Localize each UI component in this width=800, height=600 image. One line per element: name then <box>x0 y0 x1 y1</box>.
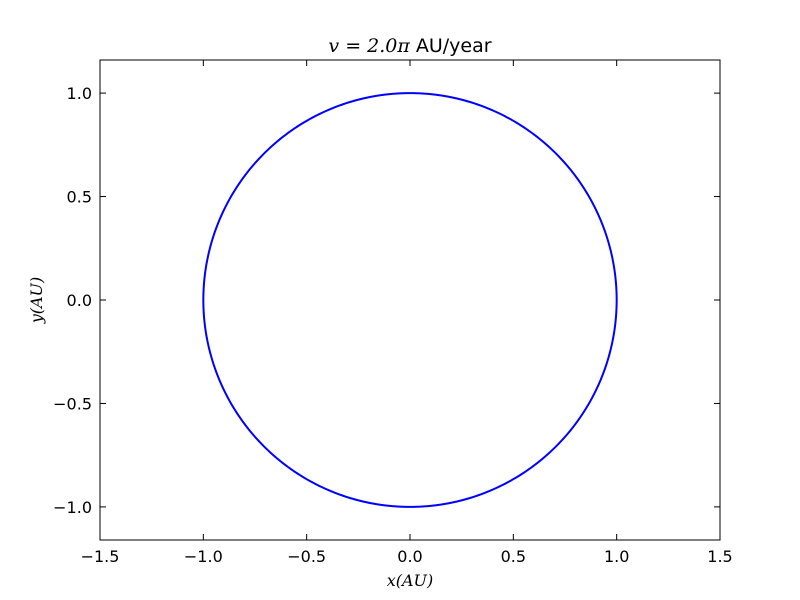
x-tick-label: 0.5 <box>501 547 526 566</box>
axis-ticks: −1.5 −1.0 −0.5 0.0 0.5 1.0 1.5 −1.0 −0.5 0.0 0.5 1.… <box>53 60 733 566</box>
x-tick-label: 1.5 <box>707 547 732 566</box>
y-tick-label: −1.0 <box>53 498 92 517</box>
y-axis-label: y(AU) <box>27 277 46 325</box>
chart-title-text: AU/year <box>416 35 492 57</box>
x-tick-label: −0.5 <box>287 547 326 566</box>
y-tick-label: 1.0 <box>67 84 92 103</box>
chart-title-math: v = 2.0π <box>328 35 410 57</box>
series-group <box>202 92 618 508</box>
x-tick-label: −1.0 <box>184 547 223 566</box>
y-tick-label: −0.5 <box>53 394 92 413</box>
x-axis-label: x(AU) <box>387 571 434 590</box>
x-tick-label: 1.0 <box>604 547 629 566</box>
chart-title: v = 2.0π AU/year <box>328 35 491 57</box>
plot-area-frame <box>99 59 721 541</box>
x-tick-label: −1.5 <box>81 547 120 566</box>
x-tick-label: 0.0 <box>397 547 422 566</box>
y-tick-label: 0.5 <box>67 188 92 207</box>
y-tick-label: 0.0 <box>67 291 92 310</box>
orbit-line <box>202 92 618 508</box>
